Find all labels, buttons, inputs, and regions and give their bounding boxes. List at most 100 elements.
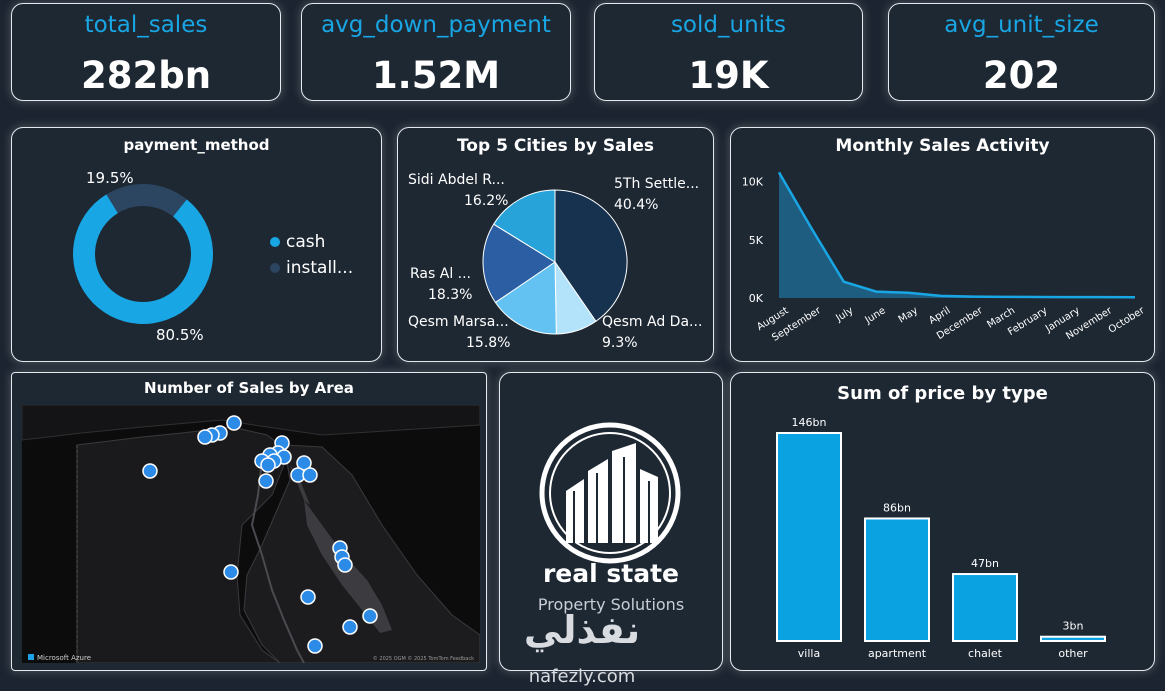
bar-category-label: chalet (968, 647, 1003, 660)
map-point[interactable] (362, 608, 378, 624)
kpi-title: avg_down_payment (321, 12, 551, 38)
kpi-card-avg-unit-size[interactable]: avg_unit_size 202 (888, 3, 1155, 101)
x-tick-label: July (833, 305, 855, 324)
cities-pie-chart[interactable] (398, 128, 714, 362)
map-nile (250, 459, 305, 663)
map-point[interactable] (223, 564, 239, 580)
x-tick-label: October (1107, 305, 1148, 336)
bar-data-label: 86bn (883, 501, 911, 514)
kpi-card-sold-units[interactable]: sold_units 19K (594, 3, 863, 101)
logo-name: real state (542, 559, 680, 588)
watermark-latin: nafezly.com (528, 666, 636, 687)
kpi-card-total-sales[interactable]: total_sales 282bn (11, 3, 281, 101)
bar-chalet[interactable] (952, 573, 1018, 642)
pie-label-qesm-marsa: Qesm Marsa... 15.8% (408, 312, 510, 354)
bar-category-label: other (1058, 647, 1088, 660)
map-point[interactable] (197, 429, 213, 445)
card-title: payment_method (123, 136, 270, 154)
pie-slice-4[interactable] (493, 189, 556, 263)
map-land-north (22, 405, 480, 441)
y-tick-label: 0K (749, 292, 764, 305)
bar-data-label: 47bn (971, 557, 999, 570)
pie-label-pct: 16.2% (464, 193, 509, 209)
map-brand: Microsoft Azure (37, 654, 91, 662)
building-logo-icon (539, 422, 681, 564)
sales-map[interactable]: Microsoft Azure © 2025 OGM © 2025 TomTom… (22, 405, 480, 663)
legend-dot (270, 263, 280, 273)
pie-slice-3[interactable] (482, 223, 556, 304)
payment-method-card[interactable]: payment_method 19.5% 80.5% cash install.… (11, 127, 382, 362)
map-point[interactable] (258, 473, 274, 489)
pie-label-pct: 18.3% (428, 287, 473, 303)
map-point[interactable] (296, 455, 312, 471)
pie-label-pct: 9.3% (602, 335, 638, 351)
donut-slice-install[interactable] (106, 184, 187, 217)
map-point[interactable] (260, 457, 276, 473)
top-cities-card[interactable]: Top 5 Cities by Sales 5Th Settle... 40.4… (397, 127, 714, 362)
card-title: Sum of price by type (837, 383, 1048, 404)
donut-slice-cash[interactable] (73, 194, 213, 324)
kpi-value: 1.52M (371, 54, 501, 97)
pie-label-pct: 15.8% (466, 335, 511, 351)
bar-data-label: 3bn (1063, 620, 1084, 633)
payment-donut-chart[interactable] (12, 128, 382, 362)
legend-item-install[interactable]: install... (270, 258, 353, 278)
kpi-value: 282bn (80, 54, 212, 97)
map-land-east (243, 444, 480, 663)
legend-label: install... (286, 258, 354, 278)
pie-label-name: Sidi Abdel R... (408, 172, 505, 188)
map-point[interactable] (342, 619, 358, 635)
card-title: Monthly Sales Activity (835, 136, 1050, 156)
bar-apartment[interactable] (864, 517, 930, 642)
bar-other[interactable] (1040, 635, 1106, 642)
pct-cash: 80.5% (156, 326, 204, 344)
legend-dot (270, 237, 280, 247)
kpi-title: total_sales (84, 12, 208, 38)
pie-label-sidi-abdel: Sidi Abdel R... 16.2% (408, 170, 508, 212)
y-tick-label: 10K (742, 176, 764, 189)
pct-install: 19.5% (86, 169, 134, 187)
watermark-arabic: نفذلي (523, 608, 641, 652)
x-tick-label: May (897, 305, 920, 325)
area-line[interactable] (777, 171, 1136, 299)
card-title: Number of Sales by Area (144, 379, 354, 397)
pie-label-qesm-ad-da: Qesm Ad Da... 9.3% (602, 312, 702, 354)
pie-label-5th-settlement: 5Th Settle... 40.4% (614, 174, 699, 216)
price-by-type-card[interactable]: Sum of price by type 146bn villa 86bn apart… (730, 372, 1155, 671)
pie-slice-0[interactable] (554, 189, 628, 322)
pie-label-ras-al: Ras Al ... 18.3% (410, 264, 472, 306)
kpi-title: sold_units (670, 12, 787, 38)
pie-label-name: 5Th Settle... (614, 176, 700, 192)
pie-slice-2[interactable] (494, 261, 557, 335)
bar-category-label: apartment (868, 647, 927, 660)
map-point[interactable] (307, 638, 323, 654)
map-land-egypt (76, 426, 285, 663)
logo-tagline: Property Solutions (537, 595, 685, 614)
map-point[interactable] (142, 463, 158, 479)
map-point[interactable] (226, 415, 242, 431)
sales-map-card[interactable]: Number of Sales by Area (11, 372, 487, 671)
price-bar-chart[interactable]: 146bn villa 86bn apartment 47bn chalet 3bn othe… (731, 373, 1155, 671)
kpi-value: 202 (982, 54, 1061, 97)
map-credits: © 2025 OGM © 2025 TomTom Feedback (373, 655, 474, 662)
map-points (142, 415, 378, 654)
legend-label: cash (286, 232, 326, 252)
map-point[interactable] (300, 589, 316, 605)
kpi-value: 19K (688, 54, 769, 97)
kpi-card-avg-down-payment[interactable]: avg_down_payment 1.52M (301, 3, 571, 101)
pie-label-name: Qesm Ad Da... (602, 314, 703, 330)
bar-category-label: villa (798, 647, 820, 660)
card-title: Top 5 Cities by Sales (456, 136, 655, 156)
map-point[interactable] (337, 557, 353, 573)
monthly-sales-card[interactable]: Monthly Sales Activity 0K 5K 10K August Sept… (730, 127, 1155, 362)
azure-logo-icon (28, 654, 34, 660)
bar-villa[interactable] (776, 432, 842, 642)
legend-item-cash[interactable]: cash (270, 232, 325, 252)
area-fill (779, 172, 1135, 298)
logo-card: real state Property Solutions (499, 372, 723, 671)
x-tick-label: June (863, 305, 888, 326)
map-point[interactable] (302, 467, 318, 483)
y-tick-label: 5K (749, 234, 764, 247)
pie-label-pct: 40.4% (614, 197, 659, 213)
